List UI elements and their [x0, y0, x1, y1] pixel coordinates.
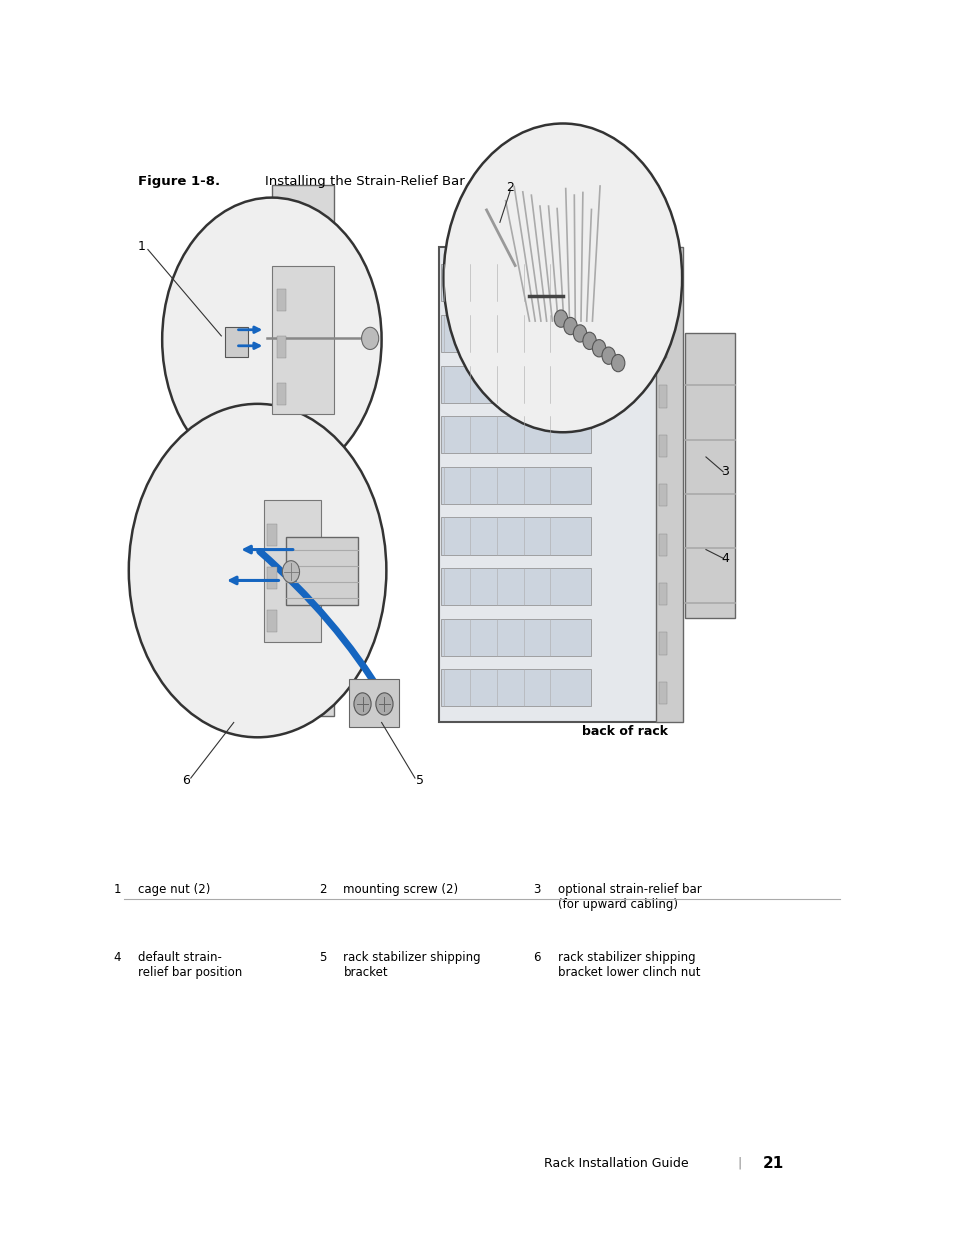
Text: 3: 3	[720, 466, 728, 478]
FancyBboxPatch shape	[276, 510, 289, 537]
FancyBboxPatch shape	[276, 621, 289, 648]
FancyBboxPatch shape	[659, 534, 666, 556]
FancyBboxPatch shape	[316, 454, 329, 482]
Text: back of rack: back of rack	[581, 725, 667, 737]
Text: 2: 2	[506, 182, 514, 194]
FancyBboxPatch shape	[440, 467, 591, 504]
FancyBboxPatch shape	[659, 336, 666, 358]
FancyBboxPatch shape	[316, 232, 329, 259]
Circle shape	[592, 340, 605, 357]
FancyBboxPatch shape	[316, 621, 329, 648]
Text: optional strain-relief bar
(for upward cabling): optional strain-relief bar (for upward c…	[558, 883, 701, 911]
FancyBboxPatch shape	[276, 566, 289, 593]
FancyBboxPatch shape	[264, 500, 321, 642]
Text: 1: 1	[137, 241, 145, 253]
FancyBboxPatch shape	[276, 454, 289, 482]
FancyBboxPatch shape	[659, 385, 666, 408]
Text: 5: 5	[318, 951, 326, 965]
FancyBboxPatch shape	[225, 327, 248, 357]
FancyBboxPatch shape	[440, 366, 591, 403]
Circle shape	[443, 124, 681, 432]
Circle shape	[129, 404, 386, 737]
Circle shape	[601, 347, 615, 364]
FancyBboxPatch shape	[440, 517, 591, 555]
Text: 21: 21	[762, 1156, 783, 1171]
FancyBboxPatch shape	[286, 537, 357, 605]
FancyBboxPatch shape	[276, 289, 286, 311]
FancyBboxPatch shape	[267, 567, 276, 589]
FancyBboxPatch shape	[267, 610, 276, 632]
Circle shape	[361, 327, 378, 350]
FancyBboxPatch shape	[316, 510, 329, 537]
FancyBboxPatch shape	[656, 247, 682, 722]
Text: 4: 4	[720, 552, 728, 564]
Text: mounting screw (2): mounting screw (2)	[343, 883, 458, 897]
Circle shape	[354, 693, 371, 715]
FancyBboxPatch shape	[440, 416, 591, 453]
Circle shape	[375, 693, 393, 715]
FancyBboxPatch shape	[276, 336, 286, 358]
Text: default strain-
relief bar position: default strain- relief bar position	[138, 951, 242, 979]
FancyBboxPatch shape	[659, 632, 666, 655]
FancyBboxPatch shape	[440, 669, 591, 706]
Circle shape	[611, 354, 624, 372]
Circle shape	[582, 332, 596, 350]
FancyBboxPatch shape	[684, 333, 734, 618]
FancyBboxPatch shape	[659, 435, 666, 457]
Text: Rack Installation Guide: Rack Installation Guide	[543, 1157, 688, 1170]
Circle shape	[282, 561, 299, 583]
FancyBboxPatch shape	[272, 185, 334, 716]
Circle shape	[563, 317, 577, 335]
Text: cage nut (2): cage nut (2)	[138, 883, 211, 897]
Text: 6: 6	[533, 951, 540, 965]
FancyBboxPatch shape	[440, 264, 591, 301]
Text: 6: 6	[182, 774, 190, 787]
FancyBboxPatch shape	[272, 266, 334, 414]
Text: 4: 4	[113, 951, 121, 965]
FancyBboxPatch shape	[659, 287, 666, 309]
FancyBboxPatch shape	[276, 343, 289, 370]
FancyBboxPatch shape	[659, 583, 666, 605]
FancyBboxPatch shape	[267, 524, 276, 546]
FancyBboxPatch shape	[438, 247, 658, 722]
Text: Figure 1-8.: Figure 1-8.	[138, 174, 220, 188]
FancyBboxPatch shape	[276, 232, 289, 259]
Text: 3: 3	[533, 883, 540, 897]
FancyBboxPatch shape	[276, 399, 289, 426]
Circle shape	[554, 310, 567, 327]
FancyBboxPatch shape	[276, 288, 289, 315]
Text: rack stabilizer shipping
bracket lower clinch nut: rack stabilizer shipping bracket lower c…	[558, 951, 700, 979]
Circle shape	[573, 325, 586, 342]
Text: |: |	[737, 1157, 740, 1170]
Circle shape	[162, 198, 381, 482]
FancyBboxPatch shape	[440, 315, 591, 352]
FancyBboxPatch shape	[440, 568, 591, 605]
FancyBboxPatch shape	[440, 619, 591, 656]
FancyBboxPatch shape	[659, 682, 666, 704]
Text: rack stabilizer shipping
bracket: rack stabilizer shipping bracket	[343, 951, 480, 979]
Text: 1: 1	[113, 883, 121, 897]
FancyBboxPatch shape	[316, 288, 329, 315]
FancyBboxPatch shape	[349, 679, 398, 727]
Text: 2: 2	[318, 883, 326, 897]
FancyBboxPatch shape	[316, 399, 329, 426]
FancyBboxPatch shape	[316, 343, 329, 370]
FancyBboxPatch shape	[276, 677, 289, 704]
FancyBboxPatch shape	[316, 566, 329, 593]
FancyBboxPatch shape	[316, 677, 329, 704]
Text: 5: 5	[416, 774, 423, 787]
Text: Installing the Strain-Relief Bar: Installing the Strain-Relief Bar	[248, 174, 464, 188]
FancyBboxPatch shape	[276, 383, 286, 405]
FancyBboxPatch shape	[659, 484, 666, 506]
